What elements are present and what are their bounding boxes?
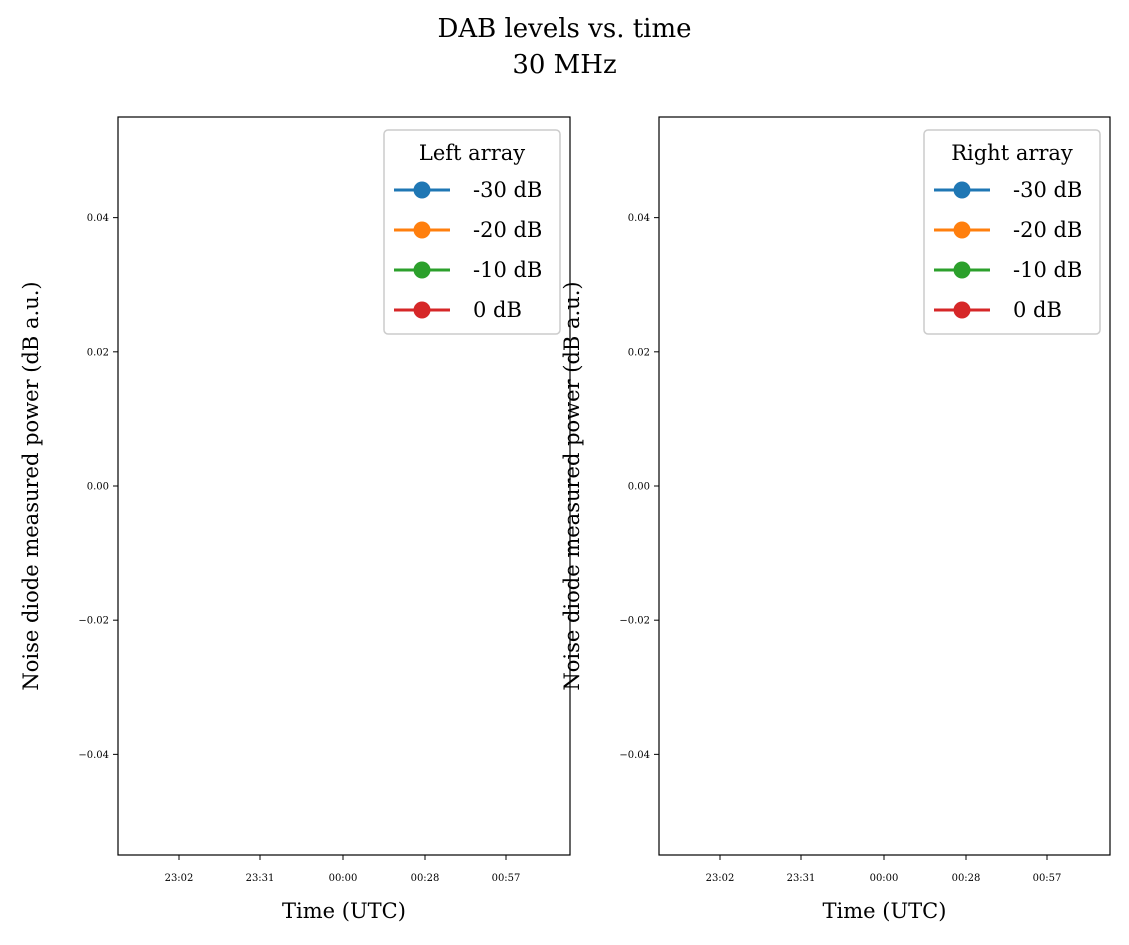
- y-tick-label: −0.04: [78, 750, 109, 761]
- y-axis-label: Noise diode measured power (dB a.u.): [560, 281, 584, 690]
- x-axis-label: Time (UTC): [823, 899, 947, 923]
- chart-panel-2: 0.04 0.02 0.00 −0.02 −0.04 23:02 23:31 00:00 00:…: [560, 116, 1111, 923]
- legend: Left array -30 dB -20 dB -10 dB 0 dB: [383, 129, 561, 335]
- y-axis-label: Noise diode measured power (dB a.u.): [19, 281, 43, 690]
- legend: Right array -30 dB -20 dB -10 dB 0 dB: [923, 129, 1101, 335]
- legend-marker: [413, 261, 431, 279]
- legend-label: -10 dB: [473, 258, 542, 282]
- figure-subtitle: 30 MHz: [512, 50, 617, 80]
- legend-frame: [923, 129, 1101, 335]
- legend-entry: 0 dB: [934, 298, 1062, 322]
- legend-title: Left array: [419, 141, 525, 165]
- legend-entry: 0 dB: [394, 298, 522, 322]
- legend-marker: [413, 181, 431, 199]
- x-axis-label: Time (UTC): [282, 899, 406, 923]
- legend-marker: [953, 221, 971, 239]
- legend-label: -20 dB: [1013, 218, 1082, 242]
- x-tick-label: 23:31: [246, 873, 275, 884]
- legend-entry: -10 dB: [394, 258, 542, 282]
- y-tick-label: 0.04: [87, 213, 109, 224]
- y-tick-label: −0.02: [619, 616, 650, 627]
- x-tick-label: 00:00: [329, 873, 358, 884]
- y-tick-label: 0.04: [628, 213, 650, 224]
- chart-panel-1: 0.04 0.02 0.00 −0.02 −0.04 23:02 23:31 00:00 00:…: [19, 116, 571, 923]
- legend-entry: -10 dB: [934, 258, 1082, 282]
- legend-marker: [953, 261, 971, 279]
- y-tick-label: −0.02: [78, 616, 109, 627]
- legend-label: 0 dB: [1013, 298, 1062, 322]
- x-tick-label: 00:57: [492, 873, 521, 884]
- x-tick-label: 00:28: [411, 873, 440, 884]
- legend-title: Right array: [951, 141, 1073, 165]
- legend-entry: -30 dB: [394, 178, 542, 202]
- x-tick-label: 23:31: [787, 873, 816, 884]
- y-tick-label: 0.00: [628, 482, 650, 493]
- legend-label: -10 dB: [1013, 258, 1082, 282]
- legend-label: -30 dB: [473, 178, 542, 202]
- figure-title: DAB levels vs. time: [437, 14, 692, 44]
- legend-marker: [413, 301, 431, 319]
- y-tick-label: 0.00: [87, 482, 109, 493]
- legend-marker: [953, 301, 971, 319]
- x-tick-label: 00:00: [870, 873, 899, 884]
- x-tick-label: 00:28: [952, 873, 981, 884]
- x-tick-label: 23:02: [165, 873, 194, 884]
- x-tick-label: 00:57: [1033, 873, 1062, 884]
- legend-marker: [413, 221, 431, 239]
- y-tick-label: 0.02: [87, 347, 109, 358]
- x-tick-label: 23:02: [706, 873, 735, 884]
- legend-label: -30 dB: [1013, 178, 1082, 202]
- legend-entry: -20 dB: [394, 218, 542, 242]
- legend-frame: [383, 129, 561, 335]
- legend-entry: -20 dB: [934, 218, 1082, 242]
- legend-marker: [953, 181, 971, 199]
- y-tick-label: 0.02: [628, 347, 650, 358]
- y-tick-label: −0.04: [619, 750, 650, 761]
- legend-entry: -30 dB: [934, 178, 1082, 202]
- legend-label: -20 dB: [473, 218, 542, 242]
- legend-label: 0 dB: [473, 298, 522, 322]
